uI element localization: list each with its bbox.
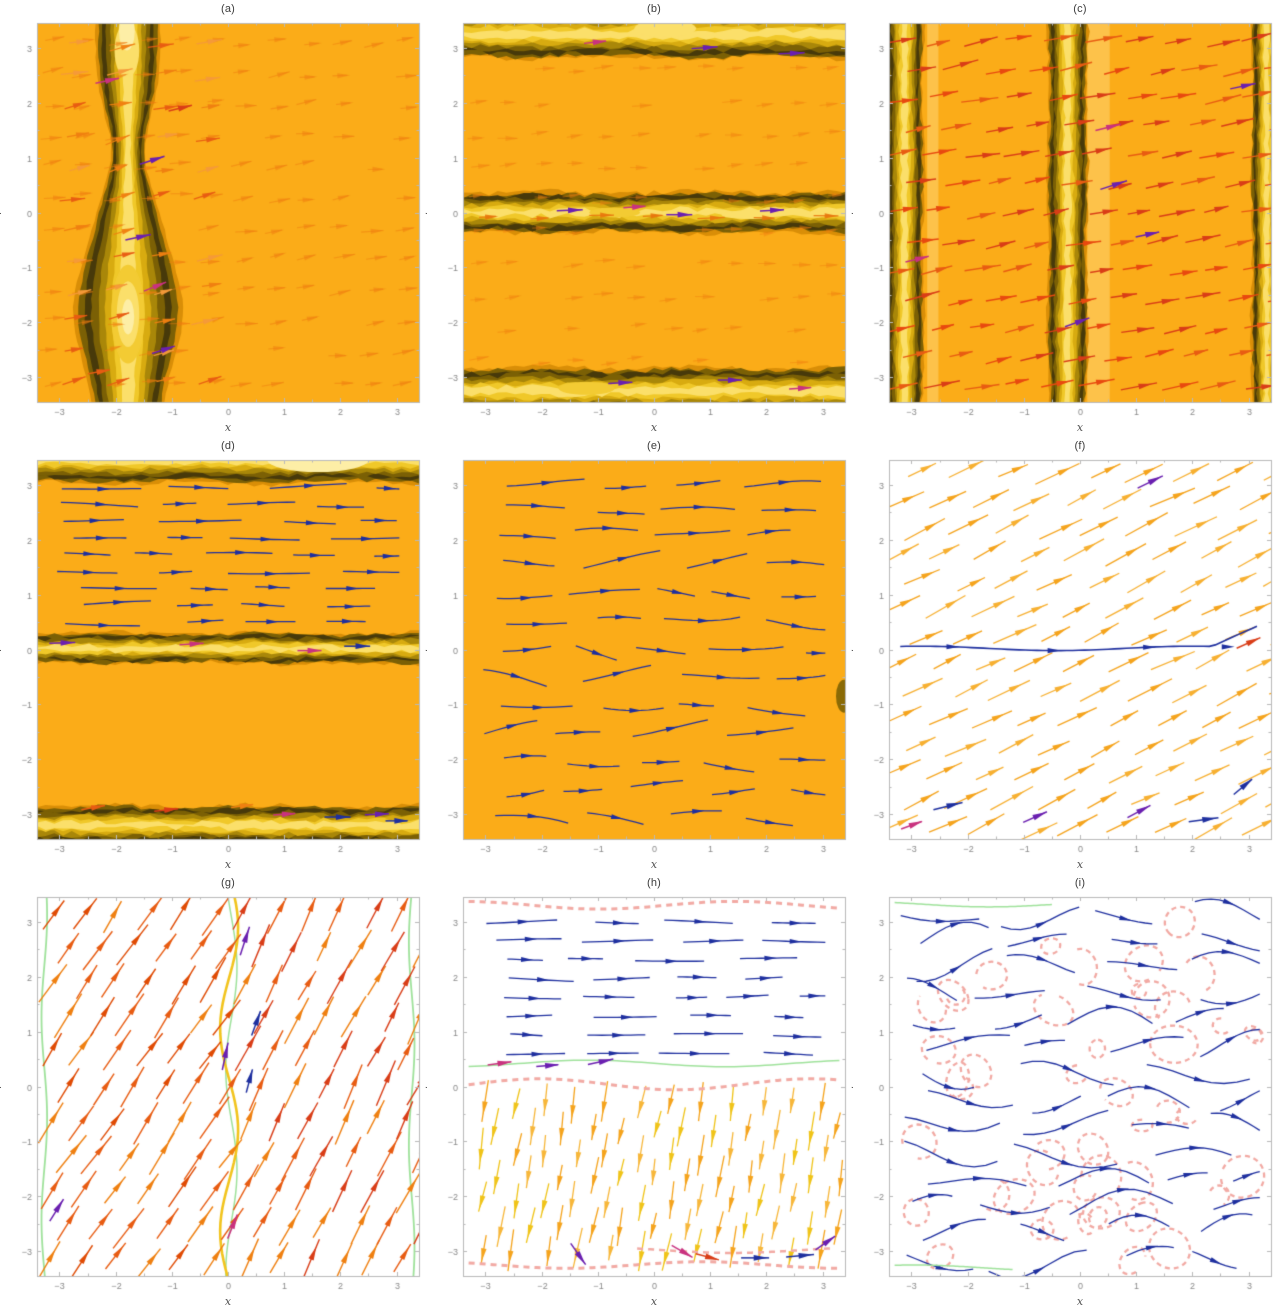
x-axis-label: x bbox=[1076, 421, 1084, 434]
panel-g: (g) t x bbox=[0, 875, 427, 1312]
streamplot-canvas-e bbox=[427, 454, 853, 875]
x-axis-label: x bbox=[224, 421, 232, 434]
x-axis-label: x bbox=[1076, 1295, 1084, 1308]
streamplot-canvas-g bbox=[1, 891, 427, 1312]
panel-title: (c) bbox=[1073, 3, 1087, 15]
panel-title: (h) bbox=[646, 877, 662, 889]
x-axis-label: x bbox=[1076, 858, 1084, 871]
panel-i: (i) t x bbox=[850, 875, 1279, 1312]
streamplot-canvas-c bbox=[853, 17, 1279, 438]
x-axis-label: x bbox=[224, 858, 232, 871]
panel-title: (b) bbox=[646, 3, 662, 15]
streamplot-canvas-b bbox=[427, 17, 853, 438]
streamplot-canvas-a bbox=[1, 17, 427, 438]
panel-title: (d) bbox=[220, 440, 236, 452]
panel-h: (h) t x bbox=[424, 875, 853, 1312]
x-axis-label: x bbox=[650, 1295, 658, 1308]
x-axis-label: x bbox=[224, 1295, 232, 1308]
panel-d: (d) t x bbox=[0, 438, 427, 875]
panel-e: (e) t x bbox=[424, 438, 853, 875]
panel-title: (f) bbox=[1074, 440, 1086, 452]
streamplot-canvas-h bbox=[427, 891, 853, 1312]
streamplot-canvas-d bbox=[1, 454, 427, 875]
x-axis-label: x bbox=[650, 421, 658, 434]
panel-title: (i) bbox=[1074, 877, 1086, 889]
panel-c: (c) t x bbox=[850, 1, 1279, 438]
panel-title: (e) bbox=[646, 440, 662, 452]
panel-title: (g) bbox=[220, 877, 236, 889]
panel-title: (a) bbox=[220, 3, 236, 15]
panel-b: (b) t x bbox=[424, 1, 853, 438]
x-axis-label: x bbox=[650, 858, 658, 871]
panel-a: (a) t x bbox=[0, 1, 427, 438]
panel-f: (f) t x bbox=[850, 438, 1279, 875]
streamplot-canvas-f bbox=[853, 454, 1279, 875]
streamplot-canvas-i bbox=[853, 891, 1279, 1312]
